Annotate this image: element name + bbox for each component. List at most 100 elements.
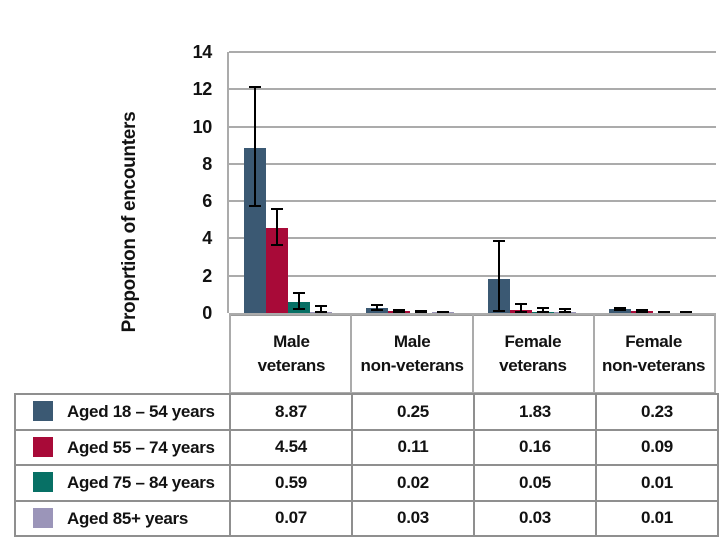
bar-male-veterans-s1 [266, 228, 288, 313]
error-bar-cap-top [392, 309, 405, 312]
y-axis-line [227, 52, 229, 313]
error-bar-cap-top [492, 240, 505, 243]
legend-cell: Aged 55 – 74 years [14, 428, 231, 466]
category-divider [471, 313, 474, 394]
value-cell: 4.54 [229, 428, 353, 466]
value-cell: 0.07 [229, 499, 353, 537]
error-bar-cap-bottom [614, 308, 627, 311]
error-bar-line [519, 302, 522, 313]
category-label-male-veterans: Male veterans [231, 315, 352, 392]
error-bar-cap-bottom [370, 309, 383, 312]
error-bar-cap-bottom [414, 311, 427, 313]
category-label-female-veterans: Female veterans [473, 315, 594, 392]
value-cell: 8.87 [229, 393, 353, 431]
value-cell: 1.83 [473, 393, 597, 431]
category-divider [349, 313, 352, 394]
y-tick-label: 6 [202, 191, 212, 212]
legend-swatch [33, 436, 53, 457]
value-cell: 0.16 [473, 428, 597, 466]
category-label-line: non-veterans [360, 355, 464, 375]
category-label-line: Male [393, 331, 431, 351]
error-bar-line [276, 207, 278, 246]
error-bar-cap-bottom [636, 310, 649, 313]
error-bar-cap-bottom [492, 310, 505, 313]
error-bar-line [298, 292, 300, 311]
legend-swatch [33, 401, 53, 422]
error-bar-line [563, 307, 566, 313]
error-bar-cap-top [514, 302, 527, 305]
error-bar-cap-top [536, 307, 549, 310]
error-bar-line [497, 240, 500, 313]
category-label-line: Female [504, 331, 562, 351]
gridline [229, 162, 716, 165]
error-bar-cap-bottom [249, 204, 261, 207]
error-bar-cap-bottom [514, 310, 527, 313]
error-bar-cap-top [315, 304, 327, 307]
error-bar-line [375, 304, 378, 312]
error-bar-cap-bottom [315, 311, 327, 313]
y-tick-label: 8 [202, 153, 212, 174]
legend-label: Aged 75 – 84 years [67, 473, 215, 493]
y-tick-label: 14 [192, 42, 213, 62]
category-label-line: veterans [257, 355, 326, 375]
legend-cell: Aged 85+ years [14, 499, 231, 537]
y-tick-label: 4 [202, 228, 212, 249]
category-divider [593, 313, 596, 394]
legend-cell: Aged 75 – 84 years [14, 464, 231, 502]
value-cell: 0.02 [351, 464, 475, 502]
error-bar-cap-bottom [271, 243, 283, 246]
error-bar-cap-top [636, 309, 649, 312]
y-tick-label: 0 [202, 303, 212, 323]
error-bar-cap-top [558, 307, 571, 310]
value-cell: 0.01 [595, 464, 719, 502]
value-cell: 0.25 [351, 393, 475, 431]
category-label-male-non-veterans: Male non-veterans [352, 315, 473, 392]
y-axis-title: Proportion of encounters [119, 111, 140, 333]
gridline [229, 274, 716, 277]
legend-label: Aged 55 – 74 years [67, 437, 215, 457]
category-label-line: Female [625, 331, 683, 351]
legend-label: Aged 85+ years [67, 508, 189, 528]
legend-cell: Aged 18 – 54 years [14, 393, 231, 431]
value-cell: 0.03 [351, 499, 475, 537]
legend-swatch [33, 507, 53, 528]
y-tick-label: 10 [192, 116, 213, 137]
error-bar-line [320, 304, 322, 313]
table-row: Aged 18 – 54 years 8.87 0.25 1.83 0.23 [14, 393, 719, 431]
error-bar-cap-bottom [680, 311, 693, 313]
value-cell: 0.23 [595, 393, 719, 431]
error-bar-cap-top [293, 292, 305, 295]
gridline [229, 237, 716, 240]
bar-male-veterans-s0 [244, 147, 266, 313]
value-cell: 0.11 [351, 428, 475, 466]
table-row: Aged 75 – 84 years 0.59 0.02 0.05 0.01 [14, 464, 719, 502]
error-bar-cap-bottom [436, 311, 449, 313]
error-bar-line [541, 307, 544, 313]
gridline [229, 51, 716, 53]
legend-label: Aged 18 – 54 years [67, 402, 215, 422]
error-bar-cap-bottom [658, 311, 671, 313]
category-label-line: Male [273, 331, 310, 351]
bar-female-non-veterans-s0 [609, 308, 632, 313]
error-bar-cap-bottom [558, 311, 571, 313]
value-cell: 0.09 [595, 428, 719, 466]
error-bar-cap-bottom [536, 311, 549, 313]
table-row: Aged 55 – 74 years 4.54 0.11 0.16 0.09 [14, 428, 719, 466]
data-table: Aged 18 – 54 years 8.87 0.25 1.83 0.23 Aged 5… [14, 393, 719, 537]
y-tick-label: 12 [192, 79, 213, 100]
error-bar-cap-top [249, 85, 261, 88]
gridline [229, 125, 716, 128]
error-bar-line [254, 85, 256, 207]
value-cell: 0.59 [229, 464, 353, 502]
gridline [229, 88, 716, 91]
gridline [229, 200, 716, 203]
legend-swatch [33, 472, 53, 493]
error-bar-cap-bottom [392, 310, 405, 313]
category-header-boxes: Male veterans Male non-veterans Female vetera… [229, 313, 716, 394]
error-bar-cap-top [271, 207, 283, 210]
category-label-line: veterans [499, 355, 567, 375]
value-cell: 0.03 [473, 499, 597, 537]
error-bar-cap-top [614, 306, 627, 309]
category-label-female-non-veterans: Female non-veterans [593, 315, 714, 392]
